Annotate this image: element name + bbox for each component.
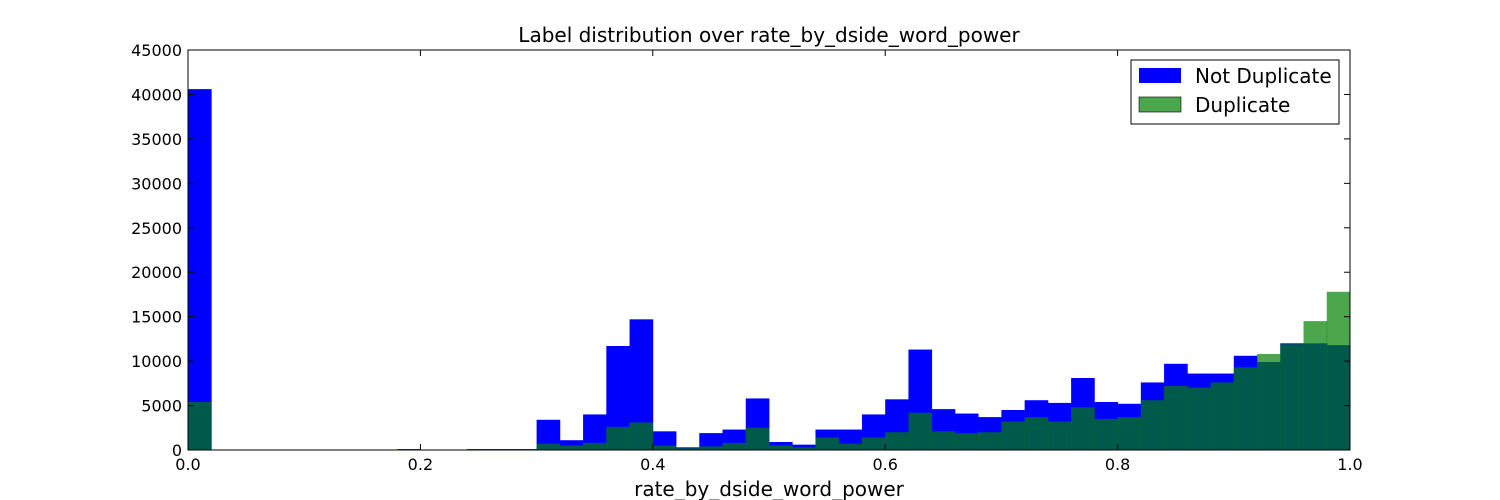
bar-duplicate-35 — [1001, 421, 1026, 450]
bar-not-duplicate-20 — [652, 431, 677, 450]
bar-duplicate-38 — [1071, 407, 1095, 450]
bar-duplicate-22 — [699, 446, 723, 450]
ticks-layer: 0.0 0.2 0.4 0.6 0.8 1.0 0 5000 10000 15000 20000 25… — [131, 41, 1363, 474]
bar-duplicate-42 — [1164, 386, 1188, 450]
x-tick-label-0: 0.0 — [175, 455, 200, 474]
bar-duplicate-47 — [1280, 344, 1304, 450]
bar-duplicate-0 — [188, 402, 212, 450]
x-tick-label-1: 0.2 — [408, 455, 433, 474]
bar-duplicate-30 — [885, 432, 909, 450]
bar-not-duplicate-16 — [559, 440, 584, 450]
bar-duplicate-41 — [1140, 400, 1165, 450]
y-tick-label-5: 25000 — [131, 219, 182, 238]
bar-duplicate-40 — [1117, 417, 1142, 450]
chart-title: Label distribution over rate_by_dside_wo… — [518, 23, 1020, 47]
bar-duplicate-48 — [1303, 321, 1328, 450]
bar-duplicate-29 — [861, 437, 886, 450]
x-tick-label-2: 0.4 — [640, 455, 665, 474]
legend-label-duplicate: Duplicate — [1195, 93, 1290, 117]
legend-swatch-not-duplicate — [1139, 68, 1181, 83]
y-tick-label-4: 20000 — [131, 263, 182, 282]
bar-duplicate-45 — [1233, 367, 1258, 450]
bar-duplicate-18 — [606, 426, 630, 450]
bar-duplicate-23 — [722, 442, 747, 450]
bar-not-duplicate-18 — [606, 346, 630, 450]
y-tick-label-8: 40000 — [131, 85, 182, 104]
bar-duplicate-19 — [629, 422, 654, 450]
bar-duplicate-36 — [1024, 417, 1049, 450]
x-axis-label: rate_by_dside_word_power — [634, 477, 905, 500]
y-tick-label-9: 45000 — [131, 41, 182, 60]
bar-duplicate-24 — [745, 427, 770, 450]
legend-swatch-duplicate — [1138, 96, 1182, 113]
bar-duplicate-28 — [838, 443, 863, 450]
plot-area-frame — [187, 49, 1351, 451]
bar-duplicate-43 — [1187, 387, 1211, 450]
bar-duplicate-31 — [908, 412, 933, 450]
bar-duplicate-17 — [583, 442, 607, 450]
bar-duplicate-34 — [978, 432, 1002, 450]
legend-label-not-duplicate: Not Duplicate — [1195, 64, 1332, 88]
x-tick-label-3: 0.6 — [872, 455, 897, 474]
bar-duplicate-37 — [1047, 421, 1072, 450]
bar-duplicate-44 — [1210, 382, 1235, 450]
x-tick-label-5: 1.0 — [1337, 455, 1362, 474]
y-tick-label-6: 30000 — [131, 174, 182, 193]
bar-duplicate-21 — [676, 448, 700, 450]
bar-not-duplicate-15 — [536, 419, 561, 450]
legend: Not Duplicate Duplicate — [1130, 59, 1340, 125]
y-tick-label-1: 5000 — [141, 397, 182, 416]
bar-duplicate-15 — [536, 443, 561, 450]
y-tick-label-3: 15000 — [131, 308, 182, 327]
bars-layer — [188, 89, 1351, 451]
bar-not-duplicate-19 — [629, 319, 654, 450]
bar-not-duplicate-17 — [583, 414, 607, 450]
bar-duplicate-16 — [559, 445, 584, 450]
bar-duplicate-20 — [652, 445, 677, 450]
y-tick-label-7: 35000 — [131, 130, 182, 149]
x-tick-label-4: 0.8 — [1105, 455, 1130, 474]
bar-duplicate-46 — [1257, 354, 1281, 450]
bar-not-duplicate-0 — [188, 89, 212, 451]
bar-duplicate-39 — [1094, 418, 1118, 450]
y-tick-label-2: 10000 — [131, 352, 182, 371]
bar-duplicate-27 — [815, 437, 840, 450]
y-tick-label-0: 0 — [172, 441, 182, 460]
bar-duplicate-25 — [769, 445, 793, 450]
bar-duplicate-33 — [954, 433, 979, 450]
bar-not-duplicate-22 — [699, 433, 723, 450]
bar-duplicate-49 — [1326, 291, 1351, 450]
bar-duplicate-32 — [931, 431, 956, 450]
bar-duplicate-26 — [792, 447, 816, 450]
